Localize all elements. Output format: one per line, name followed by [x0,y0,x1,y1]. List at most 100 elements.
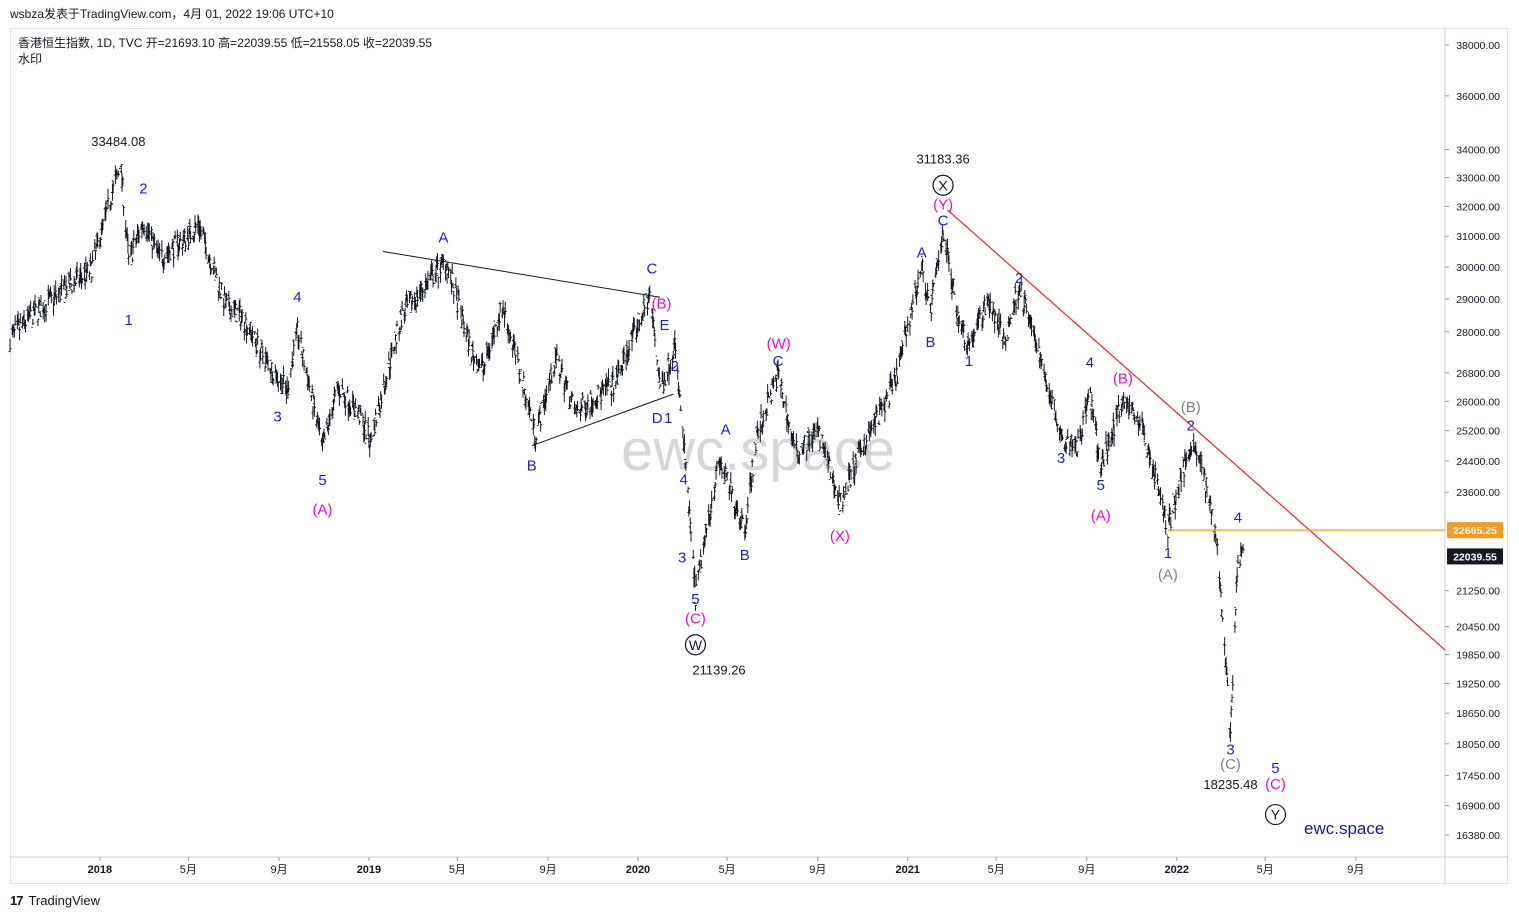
y-tick-label: 19250.00 [1456,678,1500,690]
x-tick-label: 2020 [626,864,650,876]
y-tick-label: 38000.00 [1456,40,1500,52]
circled-wave-marker [684,634,707,656]
wave-label: 18235.48 [1203,777,1257,792]
triangle-line[interactable] [531,393,674,447]
price-badge [1447,548,1503,565]
watermark-label: 水印 [18,52,43,66]
y-tick-label: 18650.00 [1456,708,1500,720]
price-badge-label: 22665.25 [1453,525,1497,537]
x-tick-label: 9月 [1078,864,1095,876]
wave-label: (C) [1220,756,1241,773]
y-tick-label: 31000.00 [1456,231,1500,243]
wave-label: A [917,245,927,262]
y-tick-label: 36000.00 [1456,91,1500,103]
circled-wave-label: Y [1271,807,1281,823]
wave-label: 4 [1234,510,1242,527]
wave-label: 21139.26 [692,663,745,678]
wave-label: B [527,458,537,475]
circled-wave-label: X [938,177,948,193]
wave-label: 1 [124,312,132,329]
y-tick-label: 32000.00 [1456,201,1500,213]
wave-label: 1 [664,410,672,427]
x-tick-label: 5月 [449,864,466,876]
wave-label: 1 [1164,545,1172,562]
y-tick-label: 20450.00 [1456,622,1500,634]
circled-wave-marker [1264,803,1287,826]
wave-label: (A) [313,501,333,518]
symbol-line: 香港恒生指数, 1D, TVC 开=21693.10 高=22039.55 低=… [18,36,433,50]
y-tick-label: 19850.00 [1456,650,1500,662]
y-tick-label: 17450.00 [1456,771,1500,783]
chart-legend: 香港恒生指数, 1D, TVC 开=21693.10 高=22039.55 低=… [18,35,432,67]
wave-label: (B) [1181,399,1201,416]
wave-label: 3 [273,408,281,425]
wave-label: (B) [652,296,672,313]
circled-wave-label: W [689,637,703,653]
wave-label: C [647,260,658,277]
wave-label: 31183.36 [916,151,969,166]
y-tick-label: 25200.00 [1456,426,1500,438]
wave-label: (C) [685,610,706,627]
wave-label: (A) [1091,507,1111,524]
x-tick-label: 2019 [357,864,381,876]
x-tick-label: 9月 [270,864,287,876]
axis-labels: 38000.00 36000.00 34000.00 33000.00 32000.00… [88,40,1503,876]
wave-label: 4 [679,471,687,488]
wave-label: 5 [691,591,699,608]
x-tick-label: 2018 [88,864,112,876]
chart-frame [10,28,1508,884]
y-tick-label: 23600.00 [1456,487,1500,499]
wave-label: E [659,317,669,334]
brand-text: ewc.space [1304,819,1384,838]
wave-label: 5 [1271,760,1279,777]
y-tick-label: 29000.00 [1456,294,1500,306]
red-trendline[interactable] [947,209,1446,651]
wave-label: C [938,213,949,230]
price-bars [8,164,1245,742]
y-tick-label: 26000.00 [1456,396,1500,408]
y-tick-label: 21250.00 [1456,586,1500,598]
price-badge [1447,522,1503,539]
wave-label: 2 [139,180,147,197]
x-tick-label: 9月 [809,864,826,876]
y-tick-label: 34000.00 [1456,145,1500,157]
publisher-line: wsbza发表于TradingView.com，4月 01, 2022 19:0… [10,7,334,21]
wave-label: (X) [830,528,850,545]
x-tick-label: 5月 [719,864,736,876]
x-tick-label: 5月 [180,864,197,876]
tradingview-logo-icon: 17 [10,893,24,908]
wave-label: 33484.08 [91,134,145,149]
wave-label: 3 [1057,450,1065,467]
y-tick-label: 16380.00 [1456,830,1500,842]
x-tick-label: 2022 [1164,864,1188,876]
wave-label: 2 [1187,418,1195,435]
footer[interactable]: 17 TradingView [10,893,100,908]
x-tick-label: 2021 [895,864,919,876]
wave-label: B [926,334,936,351]
x-tick-label: 9月 [1347,864,1364,876]
wave-label: 1 [965,353,973,370]
wave-label: (C) [1265,776,1286,793]
publisher-bar: wsbza发表于TradingView.com，4月 01, 2022 19:0… [0,0,1519,28]
wave-label: A [721,421,731,438]
y-tick-label: 26800.00 [1456,368,1500,380]
triangle-line[interactable] [382,250,661,298]
wave-label: 3 [1226,741,1234,758]
wave-label: (Y) [933,196,953,213]
wave-label: (W) [767,336,791,353]
circled-wave-marker [932,174,954,196]
wave-label: B [740,547,750,564]
x-tick-label: 5月 [1257,864,1274,876]
y-tick-label: 33000.00 [1456,173,1500,185]
y-tick-label: 16900.00 [1456,801,1500,813]
axes-layer [10,28,1508,884]
wave-label: A [438,229,448,246]
wave-label: (A) [1158,567,1178,584]
tradingview-name: TradingView [28,893,101,908]
drawings-layer [382,209,1446,651]
wave-label: 3 [678,549,686,566]
wave-label: 5 [1097,477,1105,494]
wave-label: 5 [318,472,326,489]
wave-label: 2 [671,358,679,375]
